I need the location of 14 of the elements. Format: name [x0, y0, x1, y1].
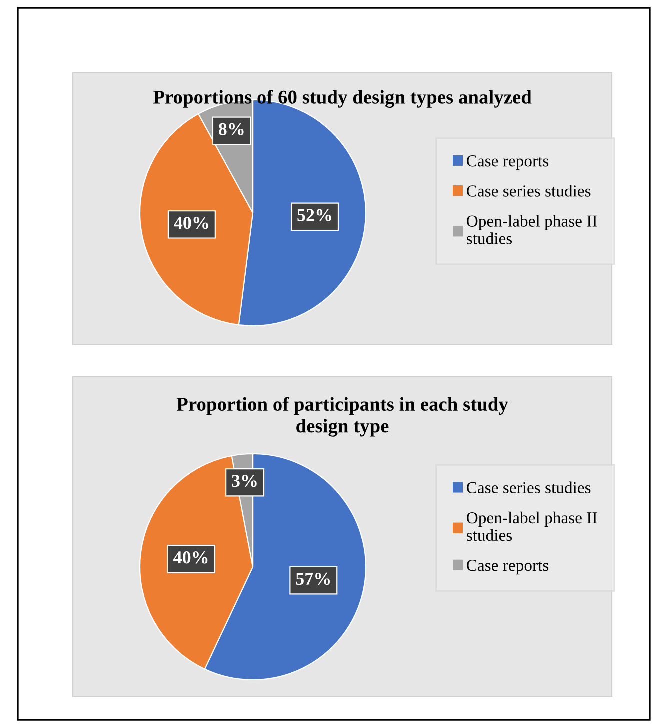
legend-label: Case series studies [467, 482, 591, 494]
data-label: 52% [298, 209, 332, 222]
data-label: 3% [232, 474, 257, 488]
legend-label: Open-label phase II studies [467, 512, 598, 542]
data-label: 40% [174, 216, 208, 230]
legend-label: Case reports [467, 560, 549, 575]
chart-title: Proportion of participants in each study design type [176, 397, 508, 437]
legend-label: Open-label phase II studies [467, 215, 598, 244]
data-label: 40% [174, 552, 208, 564]
legend-label: Case reports [467, 156, 549, 170]
data-label: 57% [296, 572, 330, 586]
legend-label: Case series studies [467, 185, 591, 197]
chart-title: Proportions of 60 study design types analyzed [153, 90, 532, 108]
data-label: 8% [218, 123, 244, 136]
